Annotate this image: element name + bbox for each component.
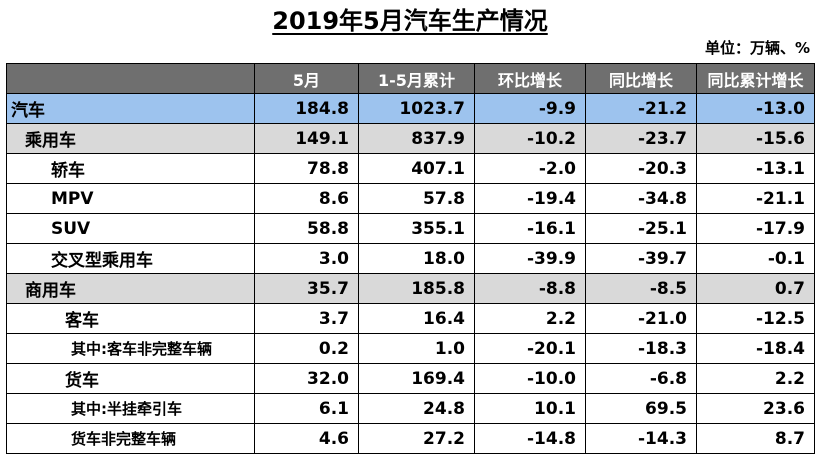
ytd-value: 169.4 <box>358 363 475 394</box>
table-row: 其中:客车非完整车辆 0.2 1.0 -20.1 -18.3 -18.4 <box>6 333 815 364</box>
row-label: SUV <box>6 213 255 244</box>
yoy-growth: -23.7 <box>585 123 697 154</box>
yoy-growth: -6.8 <box>585 363 697 394</box>
column-header-mom: 环比增长 <box>474 63 586 94</box>
row-label: 货车 <box>6 363 255 394</box>
table-row: 其中:半挂牵引车 6.1 24.8 10.1 69.5 23.6 <box>6 393 815 424</box>
ytd-yoy-growth: -13.0 <box>696 93 815 124</box>
row-label: 货车非完整车辆 <box>6 423 255 454</box>
table-row: 乘用车 149.1 837.9 -10.2 -23.7 -15.6 <box>6 123 815 154</box>
table-row: 货车非完整车辆 4.6 27.2 -14.8 -14.3 8.7 <box>6 423 815 454</box>
yoy-growth: -14.3 <box>585 423 697 454</box>
ytd-value: 57.8 <box>358 183 475 214</box>
ytd-value: 24.8 <box>358 393 475 424</box>
row-label: 其中:客车非完整车辆 <box>6 333 255 364</box>
table-header-row: 5月 1-5月累计 环比增长 同比增长 同比累计增长 <box>6 63 815 94</box>
table-row: 货车 32.0 169.4 -10.0 -6.8 2.2 <box>6 363 815 394</box>
row-label: 商用车 <box>6 273 255 304</box>
yoy-growth: -8.5 <box>585 273 697 304</box>
mom-growth: -2.0 <box>474 153 586 184</box>
ytd-yoy-growth: 8.7 <box>696 423 815 454</box>
column-header-yoy: 同比增长 <box>585 63 697 94</box>
table-row: 交叉型乘用车 3.0 18.0 -39.9 -39.7 -0.1 <box>6 243 815 274</box>
row-label: 乘用车 <box>6 123 255 154</box>
may-value: 8.6 <box>254 183 359 214</box>
mom-growth: -10.0 <box>474 363 586 394</box>
may-value: 149.1 <box>254 123 359 154</box>
may-value: 58.8 <box>254 213 359 244</box>
row-label: 轿车 <box>6 153 255 184</box>
mom-growth: -19.4 <box>474 183 586 214</box>
column-header-ytd-yoy: 同比累计增长 <box>696 63 815 94</box>
mom-growth: -39.9 <box>474 243 586 274</box>
page-title: 2019年5月汽车生产情况 <box>272 7 548 35</box>
row-label: MPV <box>6 183 255 214</box>
yoy-growth: 69.5 <box>585 393 697 424</box>
ytd-yoy-growth: -13.1 <box>696 153 815 184</box>
ytd-value: 185.8 <box>358 273 475 304</box>
may-value: 6.1 <box>254 393 359 424</box>
mom-growth: -9.9 <box>474 93 586 124</box>
ytd-value: 16.4 <box>358 303 475 334</box>
ytd-value: 27.2 <box>358 423 475 454</box>
yoy-growth: -21.0 <box>585 303 697 334</box>
row-label: 其中:半挂牵引车 <box>6 393 255 424</box>
ytd-value: 18.0 <box>358 243 475 274</box>
table-row: 商用车 35.7 185.8 -8.8 -8.5 0.7 <box>6 273 815 304</box>
table-body: 汽车 184.8 1023.7 -9.9 -21.2 -13.0 乘用车 149.1 837.9… <box>6 93 815 454</box>
yoy-growth: -21.2 <box>585 93 697 124</box>
ytd-yoy-growth: 0.7 <box>696 273 815 304</box>
yoy-growth: -18.3 <box>585 333 697 364</box>
table-row: MPV 8.6 57.8 -19.4 -34.8 -21.1 <box>6 183 815 214</box>
production-table: 5月 1-5月累计 环比增长 同比增长 同比累计增长 汽车 184.8 1023.7… <box>6 63 815 454</box>
mom-growth: -8.8 <box>474 273 586 304</box>
ytd-yoy-growth: 2.2 <box>696 363 815 394</box>
table-row: 汽车 184.8 1023.7 -9.9 -21.2 -13.0 <box>6 93 815 124</box>
row-label: 客车 <box>6 303 255 334</box>
ytd-yoy-growth: -17.9 <box>696 213 815 244</box>
unit-label: 单位：万辆、% <box>704 39 810 57</box>
ytd-yoy-growth: -12.5 <box>696 303 815 334</box>
may-value: 0.2 <box>254 333 359 364</box>
yoy-growth: -25.1 <box>585 213 697 244</box>
mom-growth: -20.1 <box>474 333 586 364</box>
yoy-growth: -20.3 <box>585 153 697 184</box>
ytd-yoy-growth: -0.1 <box>696 243 815 274</box>
mom-growth: 10.1 <box>474 393 586 424</box>
may-value: 32.0 <box>254 363 359 394</box>
may-value: 3.7 <box>254 303 359 334</box>
mom-growth: 2.2 <box>474 303 586 334</box>
may-value: 3.0 <box>254 243 359 274</box>
yoy-growth: -34.8 <box>585 183 697 214</box>
ytd-yoy-growth: 23.6 <box>696 393 815 424</box>
may-value: 184.8 <box>254 93 359 124</box>
column-header-may: 5月 <box>254 63 359 94</box>
ytd-yoy-growth: -15.6 <box>696 123 815 154</box>
table-row: SUV 58.8 355.1 -16.1 -25.1 -17.9 <box>6 213 815 244</box>
may-value: 35.7 <box>254 273 359 304</box>
table-row: 轿车 78.8 407.1 -2.0 -20.3 -13.1 <box>6 153 815 184</box>
ytd-value: 407.1 <box>358 153 475 184</box>
row-label: 汽车 <box>6 93 255 124</box>
ytd-value: 1.0 <box>358 333 475 364</box>
ytd-value: 1023.7 <box>358 93 475 124</box>
may-value: 78.8 <box>254 153 359 184</box>
ytd-yoy-growth: -21.1 <box>696 183 815 214</box>
may-value: 4.6 <box>254 423 359 454</box>
column-header-ytd: 1-5月累计 <box>358 63 475 94</box>
ytd-value: 837.9 <box>358 123 475 154</box>
mom-growth: -16.1 <box>474 213 586 244</box>
yoy-growth: -39.7 <box>585 243 697 274</box>
column-header-name <box>6 63 255 94</box>
ytd-value: 355.1 <box>358 213 475 244</box>
mom-growth: -10.2 <box>474 123 586 154</box>
mom-growth: -14.8 <box>474 423 586 454</box>
ytd-yoy-growth: -18.4 <box>696 333 815 364</box>
row-label: 交叉型乘用车 <box>6 243 255 274</box>
table-row: 客车 3.7 16.4 2.2 -21.0 -12.5 <box>6 303 815 334</box>
